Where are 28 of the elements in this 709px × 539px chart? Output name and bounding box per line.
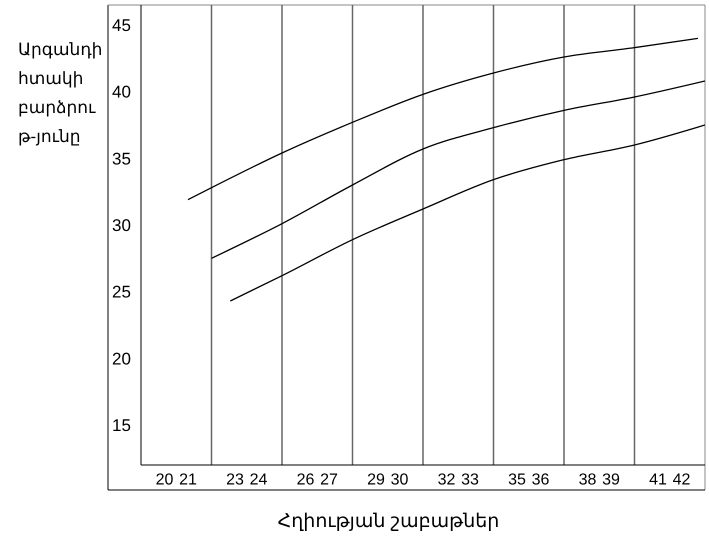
x-tick-label: 29 bbox=[367, 471, 385, 488]
x-tick-label: 39 bbox=[602, 471, 620, 488]
line-series bbox=[210, 80, 705, 259]
y-tick-label: 25 bbox=[112, 282, 131, 302]
x-tick-label: 30 bbox=[390, 471, 408, 488]
y-tick-label: 45 bbox=[112, 16, 131, 35]
line-series bbox=[187, 38, 699, 200]
x-tick-label: 20 bbox=[156, 471, 174, 488]
x-tick-label: 36 bbox=[532, 471, 550, 488]
x-tick-label: 32 bbox=[438, 471, 456, 488]
x-tick-label: 42 bbox=[672, 471, 690, 488]
y-tick-label: 15 bbox=[112, 416, 131, 435]
y-axis-title: Արգանդի հտակի բարձրու թ-յունը bbox=[18, 40, 102, 146]
x-tick-label: 23 bbox=[226, 471, 244, 488]
x-tick-label: 21 bbox=[179, 471, 197, 488]
x-tick-label: 38 bbox=[578, 471, 596, 488]
x-tick-label: 33 bbox=[461, 471, 479, 488]
x-axis-title: Հղիության շաբաթներ bbox=[278, 511, 500, 532]
x-tick-label: 24 bbox=[250, 471, 268, 488]
x-tick-label: 26 bbox=[296, 471, 314, 488]
x-tick-label: 27 bbox=[320, 471, 338, 488]
y-tick-label: 20 bbox=[112, 349, 131, 368]
y-tick-label: 40 bbox=[112, 82, 131, 102]
line-series bbox=[230, 124, 705, 302]
y-tick-label: 30 bbox=[112, 216, 131, 235]
y-tick-label: 35 bbox=[112, 149, 131, 168]
x-tick-label: 41 bbox=[649, 471, 667, 488]
x-tick-label: 35 bbox=[508, 471, 526, 488]
